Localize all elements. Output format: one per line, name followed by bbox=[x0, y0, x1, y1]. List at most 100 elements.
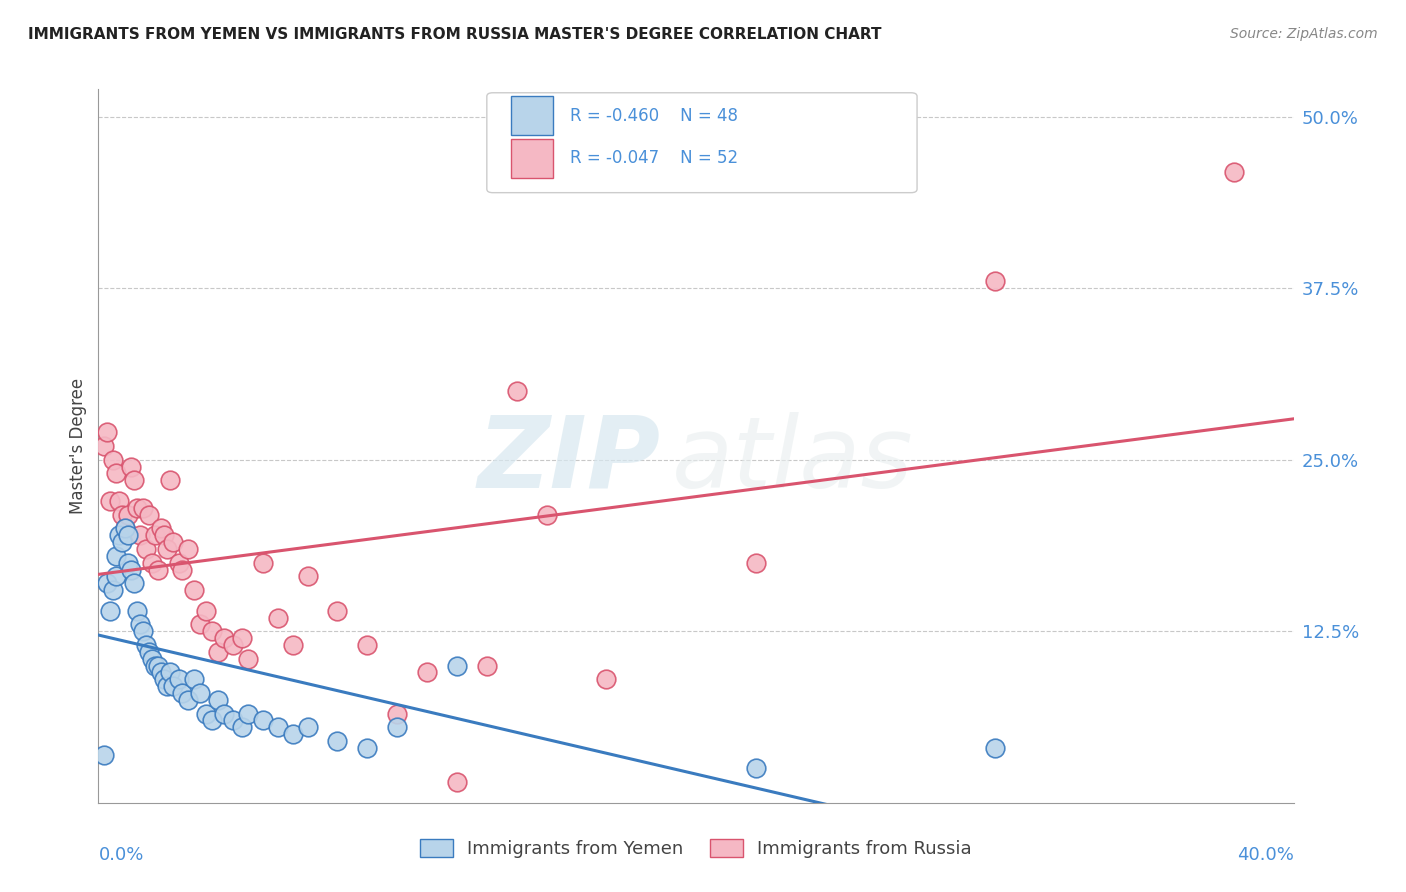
Point bbox=[222, 714, 245, 728]
Point bbox=[135, 541, 157, 556]
Point bbox=[159, 665, 181, 680]
Point bbox=[120, 562, 142, 576]
Point bbox=[201, 714, 224, 728]
Point bbox=[105, 569, 128, 583]
Point bbox=[127, 604, 149, 618]
Point bbox=[1223, 164, 1246, 178]
Point bbox=[117, 508, 139, 522]
Point bbox=[385, 720, 409, 734]
Point bbox=[162, 535, 184, 549]
Point bbox=[281, 727, 304, 741]
Point bbox=[745, 762, 768, 776]
Point bbox=[188, 686, 211, 700]
Point bbox=[103, 452, 125, 467]
Point bbox=[326, 734, 349, 748]
Point bbox=[252, 714, 274, 728]
Point bbox=[475, 658, 498, 673]
Point bbox=[143, 528, 166, 542]
Point bbox=[135, 638, 157, 652]
Point bbox=[111, 508, 134, 522]
Point bbox=[195, 604, 218, 618]
Point bbox=[267, 610, 290, 624]
Point bbox=[183, 583, 205, 598]
Point bbox=[267, 720, 290, 734]
Legend: Immigrants from Yemen, Immigrants from Russia: Immigrants from Yemen, Immigrants from R… bbox=[413, 831, 979, 865]
Point bbox=[236, 651, 259, 665]
FancyBboxPatch shape bbox=[510, 139, 553, 178]
Point bbox=[356, 638, 378, 652]
Point bbox=[297, 720, 319, 734]
Point bbox=[231, 631, 253, 645]
Point bbox=[506, 384, 529, 398]
Point bbox=[138, 645, 160, 659]
Text: atlas: atlas bbox=[672, 412, 914, 508]
Point bbox=[183, 673, 205, 687]
Y-axis label: Master's Degree: Master's Degree bbox=[69, 378, 87, 514]
Text: 40.0%: 40.0% bbox=[1237, 846, 1294, 863]
Point bbox=[111, 535, 134, 549]
Point bbox=[114, 521, 136, 535]
Point bbox=[536, 508, 558, 522]
Point bbox=[356, 740, 378, 755]
Point bbox=[129, 617, 152, 632]
Point bbox=[195, 706, 218, 721]
Point bbox=[129, 528, 152, 542]
Point bbox=[124, 576, 146, 591]
Text: R = -0.047    N = 52: R = -0.047 N = 52 bbox=[571, 149, 738, 168]
Point bbox=[150, 521, 173, 535]
Point bbox=[132, 624, 155, 639]
Point bbox=[108, 494, 131, 508]
Point bbox=[236, 706, 259, 721]
Text: 0.0%: 0.0% bbox=[98, 846, 143, 863]
Point bbox=[143, 658, 166, 673]
Point bbox=[93, 439, 115, 453]
Point bbox=[153, 673, 176, 687]
Point bbox=[385, 706, 409, 721]
Point bbox=[231, 720, 253, 734]
Point bbox=[105, 549, 128, 563]
Point bbox=[103, 583, 125, 598]
Text: Source: ZipAtlas.com: Source: ZipAtlas.com bbox=[1230, 27, 1378, 41]
Point bbox=[207, 645, 229, 659]
Point bbox=[117, 528, 139, 542]
Point bbox=[100, 604, 122, 618]
Point bbox=[222, 638, 245, 652]
Point bbox=[745, 556, 768, 570]
Point bbox=[167, 556, 190, 570]
Point bbox=[114, 521, 136, 535]
Point bbox=[162, 679, 184, 693]
Point bbox=[252, 556, 274, 570]
Point bbox=[105, 467, 128, 481]
Point bbox=[212, 631, 235, 645]
Point bbox=[984, 274, 1007, 288]
Point bbox=[120, 459, 142, 474]
Point bbox=[416, 665, 439, 680]
Point bbox=[96, 576, 118, 591]
Point bbox=[93, 747, 115, 762]
Point bbox=[153, 528, 176, 542]
Point bbox=[148, 658, 170, 673]
Point bbox=[177, 693, 200, 707]
Point bbox=[446, 775, 468, 789]
Point bbox=[156, 541, 179, 556]
Point bbox=[281, 638, 304, 652]
Text: ZIP: ZIP bbox=[477, 412, 661, 508]
Text: R = -0.460    N = 48: R = -0.460 N = 48 bbox=[571, 107, 738, 125]
Point bbox=[108, 528, 131, 542]
FancyBboxPatch shape bbox=[486, 93, 917, 193]
Point bbox=[100, 494, 122, 508]
Point bbox=[148, 562, 170, 576]
Point bbox=[201, 624, 224, 639]
Point bbox=[297, 569, 319, 583]
Point bbox=[127, 500, 149, 515]
Point bbox=[124, 473, 146, 487]
Point bbox=[117, 556, 139, 570]
Point bbox=[141, 556, 163, 570]
Point bbox=[159, 473, 181, 487]
Point bbox=[595, 673, 617, 687]
Point bbox=[207, 693, 229, 707]
Point bbox=[96, 425, 118, 440]
Point bbox=[138, 508, 160, 522]
Text: IMMIGRANTS FROM YEMEN VS IMMIGRANTS FROM RUSSIA MASTER'S DEGREE CORRELATION CHAR: IMMIGRANTS FROM YEMEN VS IMMIGRANTS FROM… bbox=[28, 27, 882, 42]
Point bbox=[150, 665, 173, 680]
